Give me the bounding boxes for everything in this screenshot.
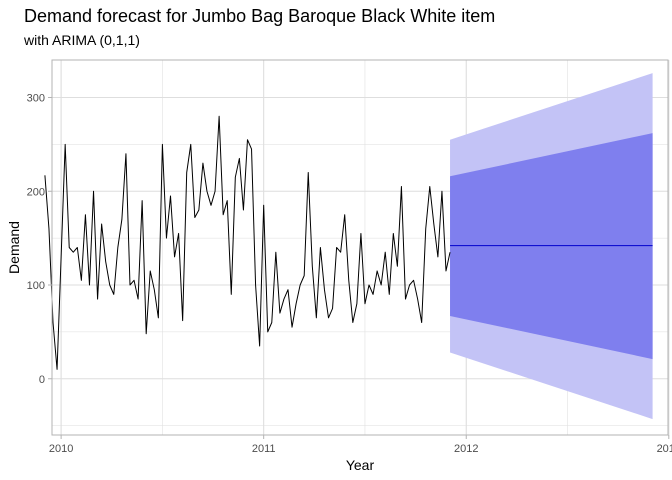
chart-subtitle: with ARIMA (0,1,1)	[24, 32, 140, 48]
y-axis-title: Demand	[6, 221, 22, 274]
panel-border	[51, 59, 669, 436]
chart-title: Demand forecast for Jumbo Bag Baroque Bl…	[24, 6, 496, 26]
x-tick-label: 2011	[252, 443, 276, 455]
x-tick-label: 2013	[657, 443, 672, 455]
demand-line	[44, 115, 451, 370]
x-tick-label: 2010	[49, 443, 73, 455]
y-tick-label: 100	[27, 280, 45, 292]
x-tick-label: 2012	[454, 443, 478, 455]
y-tick-label: 0	[39, 374, 45, 386]
y-tick-label: 200	[27, 186, 45, 198]
x-axis-title: Year	[346, 457, 375, 473]
y-tick-label: 300	[27, 93, 45, 105]
